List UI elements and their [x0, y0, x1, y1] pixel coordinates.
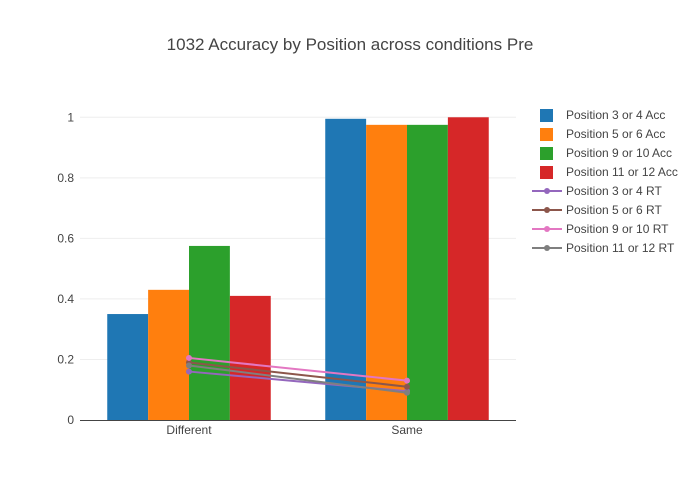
point-position-5-or-6-rt-same: [404, 383, 410, 390]
chart-title: 1032 Accuracy by Position across conditi…: [167, 35, 534, 54]
point-position-11-or-12-rt-same: [404, 389, 410, 396]
y-tick-label: 0: [67, 413, 74, 427]
line-position-9-or-10-rt: [188, 356, 408, 382]
y-tick-label: 0.2: [57, 352, 74, 366]
legend-swatch: [540, 128, 553, 141]
legend-label: Position 11 or 12 Acc: [566, 165, 678, 179]
legend-item-position-11-or-12-rt[interactable]: Position 11 or 12 RT: [532, 241, 675, 255]
legend-label: Position 5 or 6 Acc: [566, 127, 665, 141]
bar-position-9-or-10-acc-same: [407, 124, 448, 420]
lines-layer: [186, 354, 410, 396]
bar-position-5-or-6-acc-different: [148, 289, 189, 420]
legend-item-position-5-or-6-rt[interactable]: Position 5 or 6 RT: [532, 203, 662, 217]
legend-swatch: [540, 147, 553, 160]
legend-marker: [544, 226, 550, 232]
bar-position-11-or-12-acc-same: [447, 117, 489, 420]
legend-item-position-9-or-10-rt[interactable]: Position 9 or 10 RT: [532, 222, 669, 236]
legend-item-position-11-or-12-acc[interactable]: Position 11 or 12 Acc: [540, 165, 678, 179]
legend-marker: [544, 188, 550, 194]
x-tick-label: Same: [391, 423, 423, 437]
bars-layer: [107, 117, 489, 420]
legend-item-position-3-or-4-acc[interactable]: Position 3 or 4 Acc: [540, 108, 665, 122]
legend-item-position-9-or-10-acc[interactable]: Position 9 or 10 Acc: [540, 146, 672, 160]
y-tick-label: 0.4: [57, 292, 74, 306]
legend-label: Position 5 or 6 RT: [566, 203, 662, 217]
legend-item-position-5-or-6-acc[interactable]: Position 5 or 6 Acc: [540, 127, 665, 141]
legend: Position 3 or 4 Acc Position 5 or 6 Acc Po…: [532, 108, 678, 255]
point-position-3-or-4-rt-different: [186, 368, 192, 375]
legend-label: Position 9 or 10 Acc: [566, 146, 672, 160]
line-position-5-or-6-rt: [188, 361, 408, 388]
legend-label: Position 11 or 12 RT: [566, 241, 675, 255]
legend-swatch: [540, 166, 553, 179]
bar-position-3-or-4-acc-different: [107, 314, 149, 420]
legend-label: Position 3 or 4 RT: [566, 184, 662, 198]
bar-position-5-or-6-acc-same: [366, 124, 407, 420]
legend-item-position-3-or-4-rt[interactable]: Position 3 or 4 RT: [532, 184, 662, 198]
x-tick-label: Different: [166, 423, 212, 437]
line-position-11-or-12-rt: [188, 364, 408, 394]
legend-marker: [544, 245, 550, 251]
point-position-9-or-10-rt-different: [186, 354, 192, 361]
legend-swatch: [540, 109, 553, 122]
legend-marker: [544, 207, 550, 213]
legend-label: Position 9 or 10 RT: [566, 222, 669, 236]
axes-layer: 0 0.2 0.4 0.6 0.8 1 Different Same: [57, 110, 516, 437]
legend-label: Position 3 or 4 Acc: [566, 108, 665, 122]
point-position-9-or-10-rt-same: [404, 377, 410, 384]
y-tick-label: 0.6: [57, 231, 74, 245]
bar-position-3-or-4-acc-same: [325, 118, 367, 420]
bar-position-11-or-12-acc-different: [229, 295, 271, 420]
point-position-11-or-12-rt-different: [186, 362, 192, 369]
y-tick-label: 1: [67, 110, 74, 124]
y-tick-label: 0.8: [57, 171, 74, 185]
bar-position-9-or-10-acc-different: [189, 245, 230, 420]
